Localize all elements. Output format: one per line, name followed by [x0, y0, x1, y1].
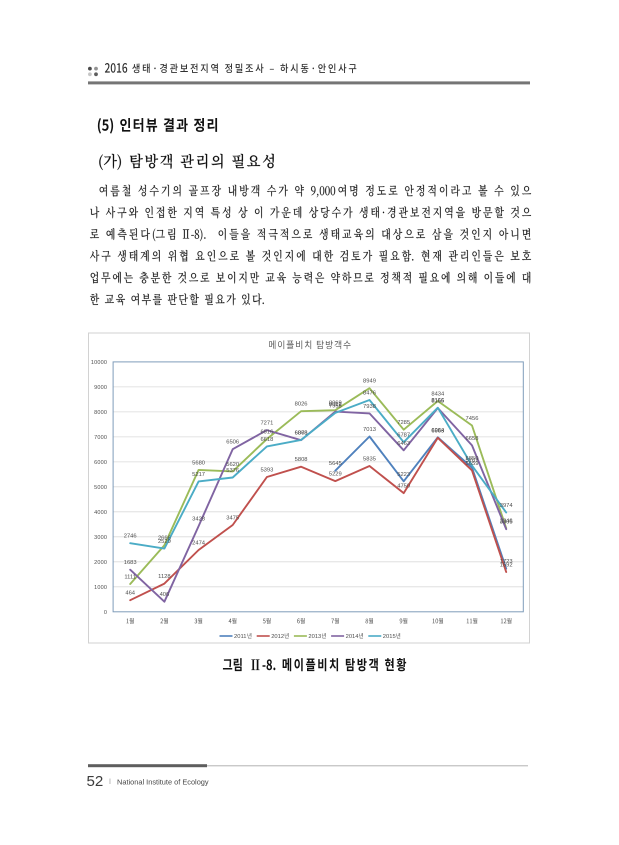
svg-text:7285: 7285: [397, 420, 410, 426]
svg-text:6000: 6000: [94, 460, 107, 466]
svg-text:7000: 7000: [94, 435, 107, 441]
svg-text:8069: 8069: [329, 401, 342, 407]
svg-text:3974: 3974: [500, 503, 514, 509]
svg-text:2013: 2013: [308, 634, 321, 640]
svg-text:6984: 6984: [431, 428, 445, 434]
svg-text:5217: 5217: [192, 472, 205, 478]
svg-text:National Institute of Ecology: National Institute of Ecology: [117, 777, 209, 786]
svg-text:5229: 5229: [329, 472, 342, 478]
svg-text:1683: 1683: [124, 560, 137, 566]
svg-text:2666: 2666: [158, 536, 171, 542]
svg-text:5223: 5223: [397, 472, 410, 478]
svg-text:406: 406: [160, 592, 170, 598]
svg-text:2014: 2014: [346, 634, 360, 640]
svg-text:3475: 3475: [226, 516, 239, 522]
svg-text:5835: 5835: [363, 457, 376, 463]
svg-text:2474: 2474: [192, 541, 206, 547]
svg-text:5808: 5808: [295, 457, 308, 463]
svg-text:1723: 1723: [500, 559, 513, 565]
svg-text:1111: 1111: [124, 575, 136, 581]
svg-text:5767: 5767: [466, 458, 479, 464]
svg-text:7958: 7958: [329, 403, 342, 409]
svg-text:2529: 2529: [158, 539, 171, 545]
svg-text:7456: 7456: [466, 416, 479, 422]
svg-text:4750: 4750: [397, 484, 410, 490]
svg-text:5645: 5645: [329, 461, 342, 467]
svg-text:5376: 5376: [226, 468, 239, 474]
svg-text:8012: 8012: [329, 402, 342, 408]
svg-text:10000: 10000: [91, 360, 107, 366]
svg-text:6658: 6658: [466, 436, 479, 442]
svg-text:6878: 6878: [295, 430, 308, 436]
svg-text:8949: 8949: [363, 379, 376, 385]
svg-text:3000: 3000: [94, 535, 107, 541]
svg-text:7938: 7938: [363, 404, 376, 410]
svg-text:5620: 5620: [226, 462, 239, 468]
svg-text:6506: 6506: [226, 440, 239, 446]
svg-text:2015: 2015: [383, 634, 396, 640]
svg-text:1000: 1000: [94, 585, 107, 591]
svg-text:6618: 6618: [260, 437, 273, 443]
svg-text:6463: 6463: [397, 441, 410, 447]
svg-text:6916: 6916: [260, 430, 273, 436]
svg-text:1128: 1128: [158, 574, 170, 580]
svg-text:4000: 4000: [94, 510, 107, 516]
svg-text:8026: 8026: [295, 402, 308, 408]
svg-text:6787: 6787: [397, 433, 410, 439]
svg-text:8434: 8434: [431, 392, 445, 398]
svg-text:2011: 2011: [234, 634, 246, 640]
svg-text:6868: 6868: [295, 431, 308, 437]
svg-text:5393: 5393: [260, 468, 273, 474]
svg-text:8166: 8166: [431, 398, 444, 404]
svg-text:2000: 2000: [94, 560, 107, 566]
svg-text:7013: 7013: [363, 427, 376, 433]
svg-text:8476: 8476: [363, 391, 376, 397]
svg-text:6963: 6963: [431, 428, 444, 434]
svg-text:9000: 9000: [94, 385, 107, 391]
svg-text:0: 0: [104, 610, 107, 616]
svg-text:2746: 2746: [124, 534, 137, 540]
svg-text:ǀ: ǀ: [109, 777, 111, 786]
svg-text:5850: 5850: [466, 456, 479, 462]
svg-text:1592: 1592: [500, 563, 513, 569]
svg-text:5659: 5659: [466, 461, 479, 467]
svg-text:3428: 3428: [192, 517, 205, 523]
svg-text:5000: 5000: [94, 485, 107, 491]
svg-text:464: 464: [125, 591, 135, 597]
svg-text:3346: 3346: [500, 519, 513, 525]
svg-text:3305: 3305: [500, 520, 513, 526]
svg-text:52: 52: [87, 773, 104, 790]
svg-text:8000: 8000: [94, 410, 107, 416]
svg-text:2012: 2012: [271, 634, 284, 640]
svg-text:5680: 5680: [192, 460, 205, 466]
svg-text:7271: 7271: [260, 421, 273, 427]
svg-text:8155: 8155: [431, 399, 444, 405]
